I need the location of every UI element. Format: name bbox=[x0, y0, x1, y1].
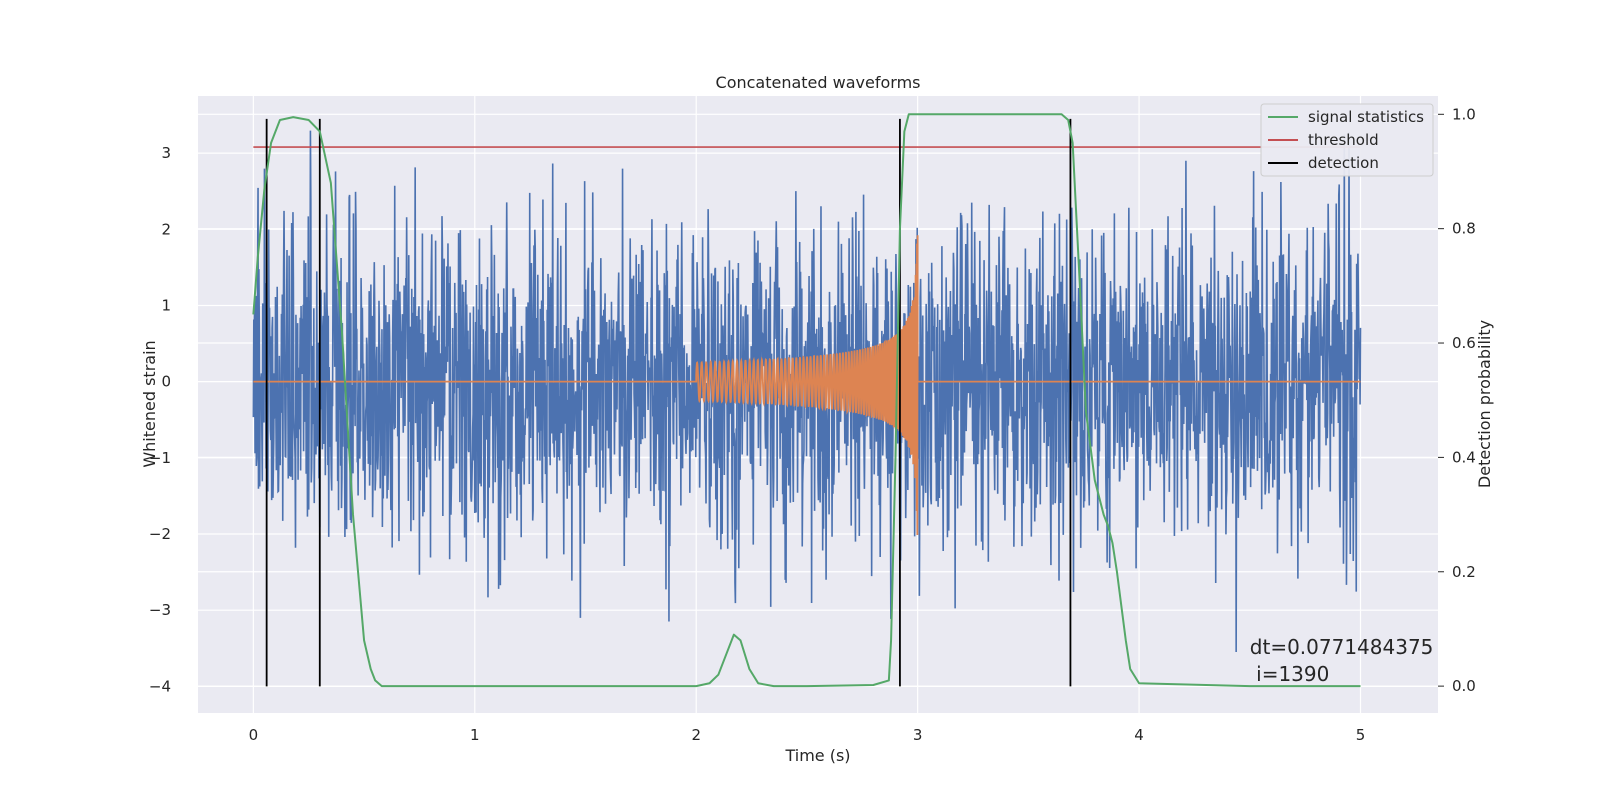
annotation-index: i=1390 bbox=[1250, 662, 1330, 686]
x-axis-label: Time (s) bbox=[784, 746, 850, 765]
y2-axis-label: Detection probability bbox=[1475, 320, 1494, 488]
legend-label-signal-statistics: signal statistics bbox=[1308, 108, 1424, 126]
x-tick-label: 0 bbox=[249, 726, 259, 744]
y2-tick-label: 0.6 bbox=[1452, 334, 1476, 352]
y-tick-label: −3 bbox=[149, 601, 171, 619]
y2-tick-label: 0.4 bbox=[1452, 448, 1476, 466]
y2-tick-label: 0.2 bbox=[1452, 563, 1476, 581]
legend: signal statistics threshold detection bbox=[1260, 103, 1434, 177]
y-tick-label: −2 bbox=[149, 525, 171, 543]
y2-tick-label: 0.8 bbox=[1452, 220, 1476, 238]
y-tick-label: 2 bbox=[161, 220, 171, 238]
x-tick-label: 3 bbox=[913, 726, 923, 744]
chart-title: Concatenated waveforms bbox=[716, 73, 921, 92]
x-tick-label: 4 bbox=[1134, 726, 1144, 744]
x-tick-label: 2 bbox=[691, 726, 701, 744]
y-axis-label: Whitened strain bbox=[140, 340, 159, 467]
y-tick-label: 3 bbox=[161, 144, 171, 162]
x-tick-label: 5 bbox=[1356, 726, 1366, 744]
y-tick-label: 1 bbox=[161, 296, 171, 314]
x-tick-label: 1 bbox=[470, 726, 480, 744]
y-tick-label: −1 bbox=[149, 449, 171, 467]
series-signal-statistics-line bbox=[252, 113, 1361, 688]
y2-tick-label: 1.0 bbox=[1452, 105, 1476, 123]
y-tick-label: −4 bbox=[149, 677, 171, 695]
y2-tick-label: 0.0 bbox=[1452, 677, 1476, 695]
series-chirp-line bbox=[253, 235, 1361, 536]
legend-box bbox=[1260, 103, 1434, 177]
tick-labels: 0 1 2 3 4 5 −4 −3 −2 −1 0 1 2 3 0.0 0.2 0.4 0.6 0.8 1.0 bbox=[149, 105, 1476, 744]
legend-label-threshold: threshold bbox=[1308, 131, 1379, 149]
y-tick-label: 0 bbox=[161, 373, 171, 391]
plot-area bbox=[252, 113, 1362, 688]
annotation-dt: dt=0.0771484375 bbox=[1250, 635, 1434, 659]
legend-label-detection: detection bbox=[1308, 154, 1379, 172]
